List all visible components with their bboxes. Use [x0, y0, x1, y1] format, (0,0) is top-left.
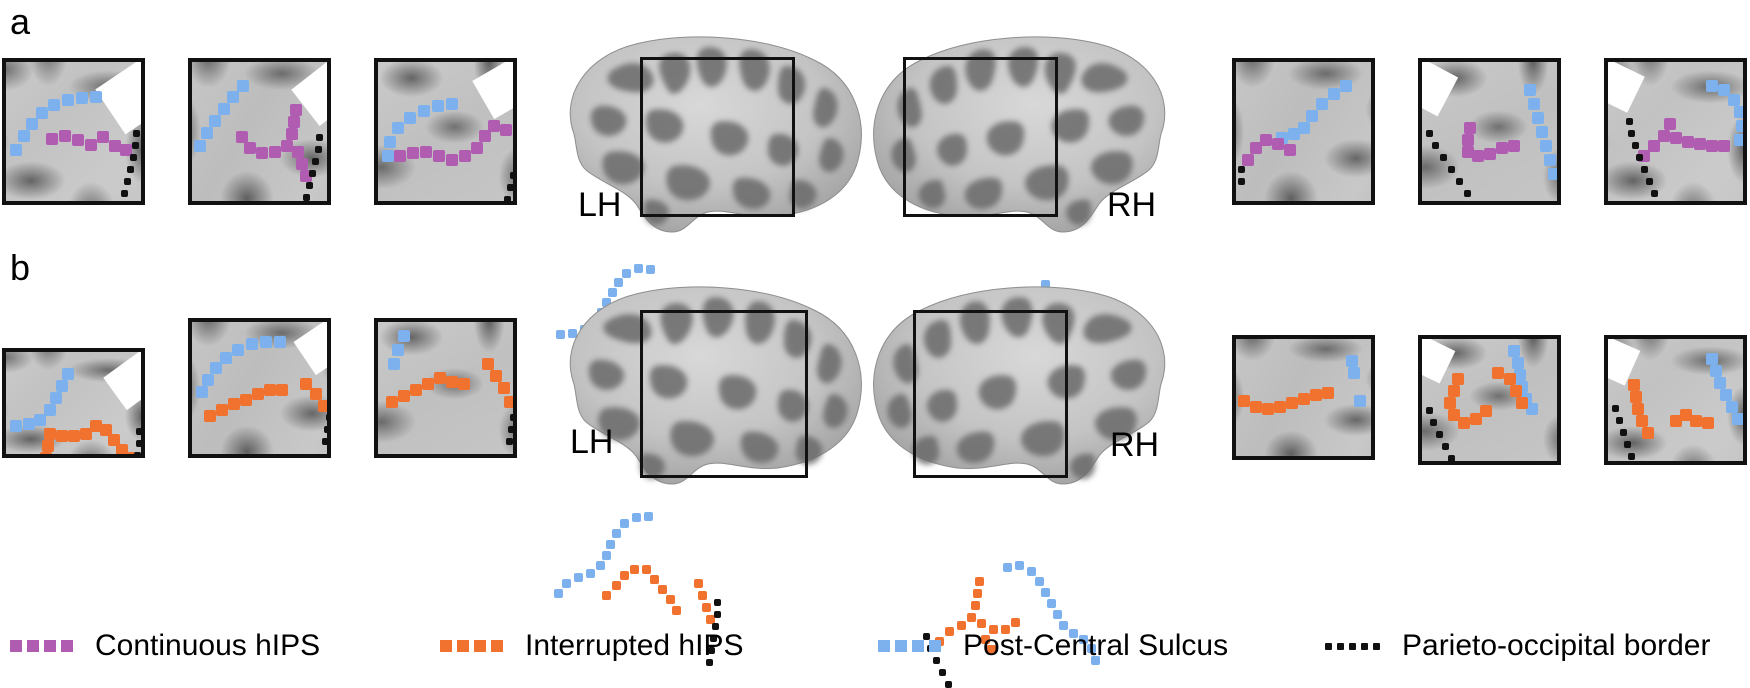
inset-a-left-3	[374, 58, 517, 205]
inset-b-right-2	[1418, 335, 1561, 465]
legend-item-interrupted-hips: Interrupted hIPS	[440, 624, 743, 668]
legend-label-parieto-occipital-border: Parieto-occipital border	[1402, 629, 1711, 662]
inset-b-left-1	[2, 348, 145, 458]
legend-swatch-parieto-occipital-border-icon	[1325, 642, 1380, 650]
inset-b-left-3	[374, 318, 517, 458]
hemisphere-surface-rh	[873, 36, 1166, 233]
legend-swatch-interrupted-hips-icon	[440, 640, 503, 652]
hemisphere-surface-lh	[569, 286, 862, 485]
hemisphere-surface-lh	[569, 36, 862, 233]
hemisphere-label-lh-b: LH	[570, 423, 614, 461]
legend-label-continuous-hips: Continuous hIPS	[95, 629, 321, 662]
roi-box-rh	[913, 310, 1068, 478]
legend-item-parieto-occipital-border: Parieto-occipital border	[1325, 624, 1710, 668]
inset-b-left-2	[188, 318, 331, 458]
hemisphere-a-rh	[865, 30, 1195, 403]
inset-a-left-2	[188, 58, 331, 205]
inset-b-right-1	[1232, 335, 1375, 460]
legend-label-post-central-sulcus: Post-Central Sulcus	[963, 629, 1229, 662]
hemisphere-label-rh-b: RH	[1110, 426, 1160, 464]
cortex-surface	[378, 322, 513, 454]
legend-label-interrupted-hips: Interrupted hIPS	[525, 629, 744, 662]
inset-a-right-1	[1232, 58, 1375, 205]
inset-a-left-1	[2, 58, 145, 205]
hemisphere-b-rh	[865, 278, 1195, 688]
inset-a-right-3	[1604, 58, 1747, 205]
legend-swatch-post-central-sulcus-icon	[878, 640, 941, 652]
hemisphere-a-lh	[540, 30, 870, 401]
roi-box-lh	[640, 310, 808, 478]
hemisphere-label-lh-a: LH	[578, 186, 622, 224]
roi-box-lh	[640, 57, 795, 217]
legend-item-post-central-sulcus: Post-Central Sulcus	[878, 624, 1228, 668]
hemisphere-surface-rh	[873, 286, 1166, 485]
panel-letter-a: a	[10, 1, 31, 42]
legend-item-continuous-hips: Continuous hIPS	[10, 624, 320, 668]
inset-b-right-3	[1604, 335, 1747, 465]
roi-box-rh	[903, 57, 1058, 217]
hemisphere-label-rh-a: RH	[1107, 186, 1157, 224]
hemisphere-b-lh	[540, 278, 870, 666]
legend-swatch-continuous-hips-icon	[10, 640, 73, 652]
inset-a-right-2	[1418, 58, 1561, 205]
panel-letter-b: b	[10, 247, 31, 288]
legend: Continuous hIPS Interrupted hIPS Post-Ce…	[0, 612, 1750, 679]
